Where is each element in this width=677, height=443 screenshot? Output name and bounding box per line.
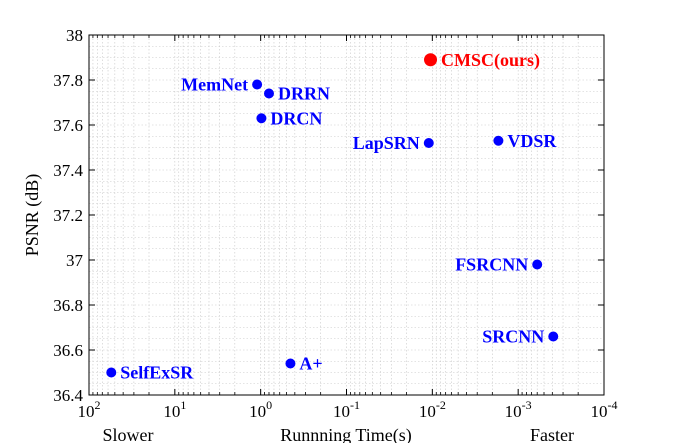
data-point — [106, 367, 117, 378]
y-tick-label: 37.8 — [53, 71, 83, 90]
y-tick-label: 38 — [66, 26, 83, 45]
tick-marks — [88, 34, 605, 396]
data-point — [285, 358, 296, 369]
x-tick-label: 100 — [249, 398, 272, 421]
data-point-label: DRCN — [270, 108, 322, 128]
data-points — [106, 53, 559, 378]
data-point — [423, 138, 434, 148]
x-axis-tick-labels: 102 101 100 10-1 10-2 10-3 10-4 — [78, 398, 618, 421]
data-point-label: DRRN — [278, 84, 330, 104]
y-tick-label: 36.4 — [53, 386, 83, 405]
y-axis-tick-labels: 36.4 36.6 36.8 37 37.2 37.4 37.6 37.8 38 — [53, 26, 83, 405]
data-point-labels: CMSC(ours) MemNet DRRN DRCN LapSRN VDSR FSRCNN… — [120, 50, 557, 383]
data-point — [424, 53, 438, 67]
x-tick-label: 10-2 — [419, 398, 446, 421]
y-axis-title: PSNR (dB) — [22, 174, 43, 257]
y-tick-label: 37 — [66, 251, 84, 270]
data-point-label: CMSC(ours) — [441, 50, 540, 71]
y-tick-label: 36.6 — [53, 341, 83, 360]
data-point — [532, 259, 543, 270]
data-point-label: LapSRN — [353, 133, 420, 153]
x-tick-label: 101 — [163, 398, 186, 421]
data-point-label: A+ — [299, 354, 322, 374]
data-point — [548, 331, 559, 342]
data-point — [256, 113, 267, 124]
data-point-label: VDSR — [507, 131, 557, 151]
x-axis-annotation-faster: Faster — [530, 425, 574, 443]
x-tick-label: 10-1 — [333, 398, 360, 421]
x-axis-title: Runnning Time(s) — [280, 425, 412, 443]
y-tick-label: 36.8 — [53, 296, 83, 315]
x-axis-annotation-slower: Slower — [103, 425, 154, 443]
x-tick-label: 102 — [78, 398, 101, 421]
data-point — [493, 135, 504, 146]
data-point-label: SelfExSR — [120, 363, 194, 383]
x-tick-label: 10-4 — [591, 398, 618, 421]
data-point — [252, 79, 263, 90]
y-tick-label: 37.4 — [53, 161, 83, 180]
y-tick-label: 37.6 — [53, 116, 83, 135]
x-tick-label: 10-3 — [505, 398, 532, 421]
data-point-label: MemNet — [181, 75, 248, 95]
data-point-label: SRCNN — [482, 327, 544, 347]
y-tick-label: 37.2 — [53, 206, 83, 225]
data-point — [263, 88, 274, 99]
data-point-label: FSRCNN — [455, 255, 528, 275]
